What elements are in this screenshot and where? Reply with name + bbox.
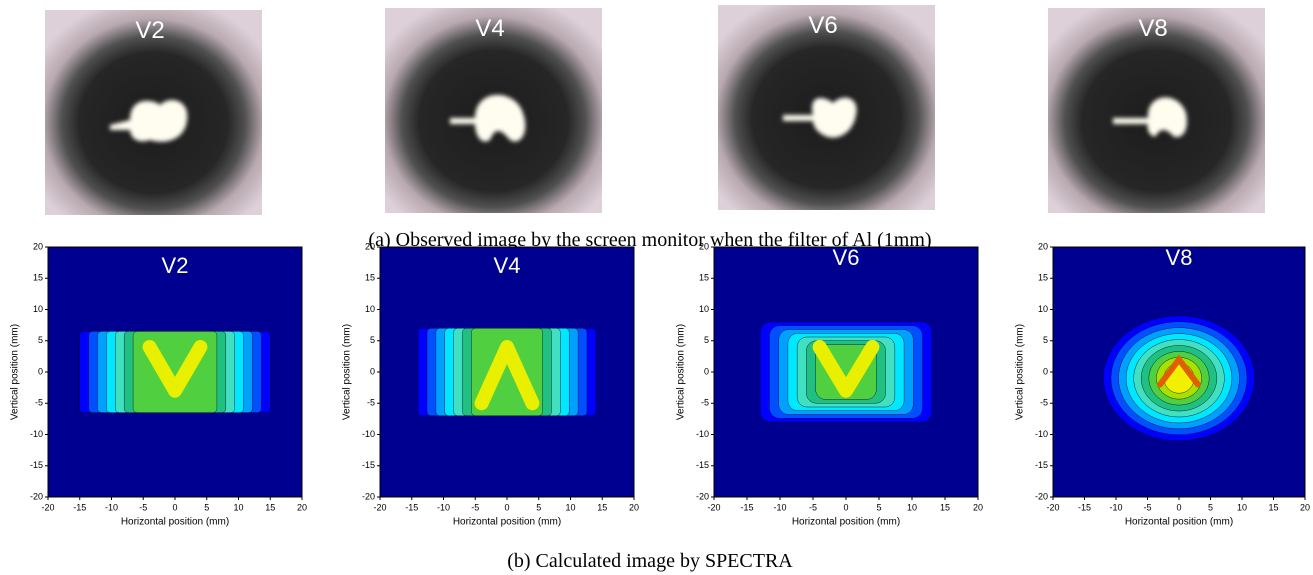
y-tick-label: -15 [696,460,709,470]
x-tick-label: -15 [405,502,418,512]
x-tick-label: 0 [843,502,848,512]
x-axis-label: Horizontal position (mm) [453,517,561,528]
x-tick-label: 0 [1176,502,1181,512]
y-tick-label: 20 [1038,241,1048,251]
y-axis-label: Vertical position (mm) [1015,324,1026,420]
y-tick-label: 0 [38,366,43,376]
contour-plot: V4 -20 -15 -10 -5 0 5 10 15 20 -20 -15 -10 -5 0 5 10 15 20… [342,241,639,527]
y-tick-label: 5 [704,335,709,345]
x-tick-label: -15 [740,502,753,512]
x-tick-label: 15 [940,502,950,512]
y-tick-label: 20 [33,241,43,251]
y-axis-label: Vertical position (mm) [676,324,687,420]
photo: V2 [45,10,262,215]
y-tick-label: -10 [696,429,709,439]
x-tick-label: -10 [105,502,118,512]
photo-label: V6 [808,12,837,39]
y-tick-label: 5 [1043,335,1048,345]
y-tick-label: -15 [30,460,43,470]
x-axis-label: Horizontal position (mm) [1125,517,1233,528]
x-tick-label: -15 [73,502,86,512]
x-tick-label: -5 [139,502,147,512]
x-tick-label: -20 [707,502,720,512]
x-tick-label: 10 [233,502,243,512]
x-tick-label: 20 [629,502,639,512]
y-tick-label: -20 [362,491,375,501]
y-tick-label: 10 [699,304,709,314]
y-tick-label: 20 [365,241,375,251]
x-tick-label: -20 [373,502,386,512]
x-axis-label: Horizontal position (mm) [121,517,229,528]
figure: (a) Observed image by the screen monitor… [0,0,1313,575]
x-tick-label: 15 [1268,502,1278,512]
photo-label: V2 [135,17,164,44]
y-tick-label: 0 [370,366,375,376]
y-tick-label: -10 [1035,429,1048,439]
y-tick-label: 5 [38,335,43,345]
contour-plot: V8 -20 -15 -10 -5 0 5 10 15 20 -20 -15 -10 -5 0 5 10 15 20… [1015,241,1310,527]
y-tick-label: 0 [704,366,709,376]
y-tick-label: -5 [701,398,709,408]
x-tick-label: 5 [204,502,209,512]
x-tick-label: -5 [1143,502,1151,512]
x-tick-label: 20 [297,502,307,512]
x-tick-label: 20 [973,502,983,512]
y-tick-label: -20 [30,491,43,501]
x-axis-label: Horizontal position (mm) [792,517,900,528]
y-tick-label: -5 [35,398,43,408]
photo-label: V4 [475,15,504,42]
x-tick-label: 0 [504,502,509,512]
contour-plot: V6 -20 -15 -10 -5 0 5 10 15 20 -20 -15 -10 -5 0 5 10 15 20… [676,241,983,527]
y-tick-label: 10 [33,304,43,314]
x-tick-label: 15 [597,502,607,512]
y-axis-label: Vertical position (mm) [342,324,353,420]
x-tick-label: 10 [1237,502,1247,512]
y-tick-label: 10 [1038,304,1048,314]
x-tick-label: 10 [907,502,917,512]
y-tick-label: 0 [1043,366,1048,376]
y-tick-label: 15 [699,273,709,283]
y-tick-label: 5 [370,335,375,345]
y-tick-label: 10 [365,304,375,314]
y-tick-label: -15 [362,460,375,470]
y-tick-label: -5 [1040,398,1048,408]
y-tick-label: -20 [696,491,709,501]
y-tick-label: -10 [30,429,43,439]
x-tick-label: -15 [1078,502,1091,512]
y-tick-label: 15 [1038,273,1048,283]
photo: V6 [718,5,935,210]
y-tick-label: -5 [367,398,375,408]
x-tick-label: -20 [41,502,54,512]
x-tick-label: -10 [773,502,786,512]
x-tick-label: 15 [265,502,275,512]
y-tick-label: 15 [33,273,43,283]
x-tick-label: 5 [876,502,881,512]
plot-label: V6 [833,245,860,270]
y-tick-label: -15 [1035,460,1048,470]
plot-label: V4 [494,253,521,278]
x-tick-label: 10 [565,502,575,512]
photo-label: V8 [1138,15,1167,42]
y-tick-label: -10 [362,429,375,439]
x-tick-label: 0 [172,502,177,512]
caption-b: (b) Calculated image by SPECTRA [507,550,793,572]
x-tick-label: 20 [1300,502,1310,512]
y-tick-label: 15 [365,273,375,283]
x-tick-label: -5 [471,502,479,512]
x-tick-label: 5 [1208,502,1213,512]
x-tick-label: -5 [809,502,817,512]
photo: V4 [385,8,602,213]
contour-plot: V2 -20 -15 -10 -5 0 5 10 15 20 -20 -15 -10 -5 0 5 10 15 20… [10,241,307,527]
photo: V8 [1048,8,1265,213]
x-tick-label: 5 [536,502,541,512]
y-tick-label: -20 [1035,491,1048,501]
plot-label: V8 [1166,245,1193,270]
x-tick-label: -20 [1046,502,1059,512]
y-tick-label: 20 [699,241,709,251]
x-tick-label: -10 [1109,502,1122,512]
x-tick-label: -10 [437,502,450,512]
plot-label: V2 [162,253,189,278]
y-axis-label: Vertical position (mm) [10,324,21,420]
